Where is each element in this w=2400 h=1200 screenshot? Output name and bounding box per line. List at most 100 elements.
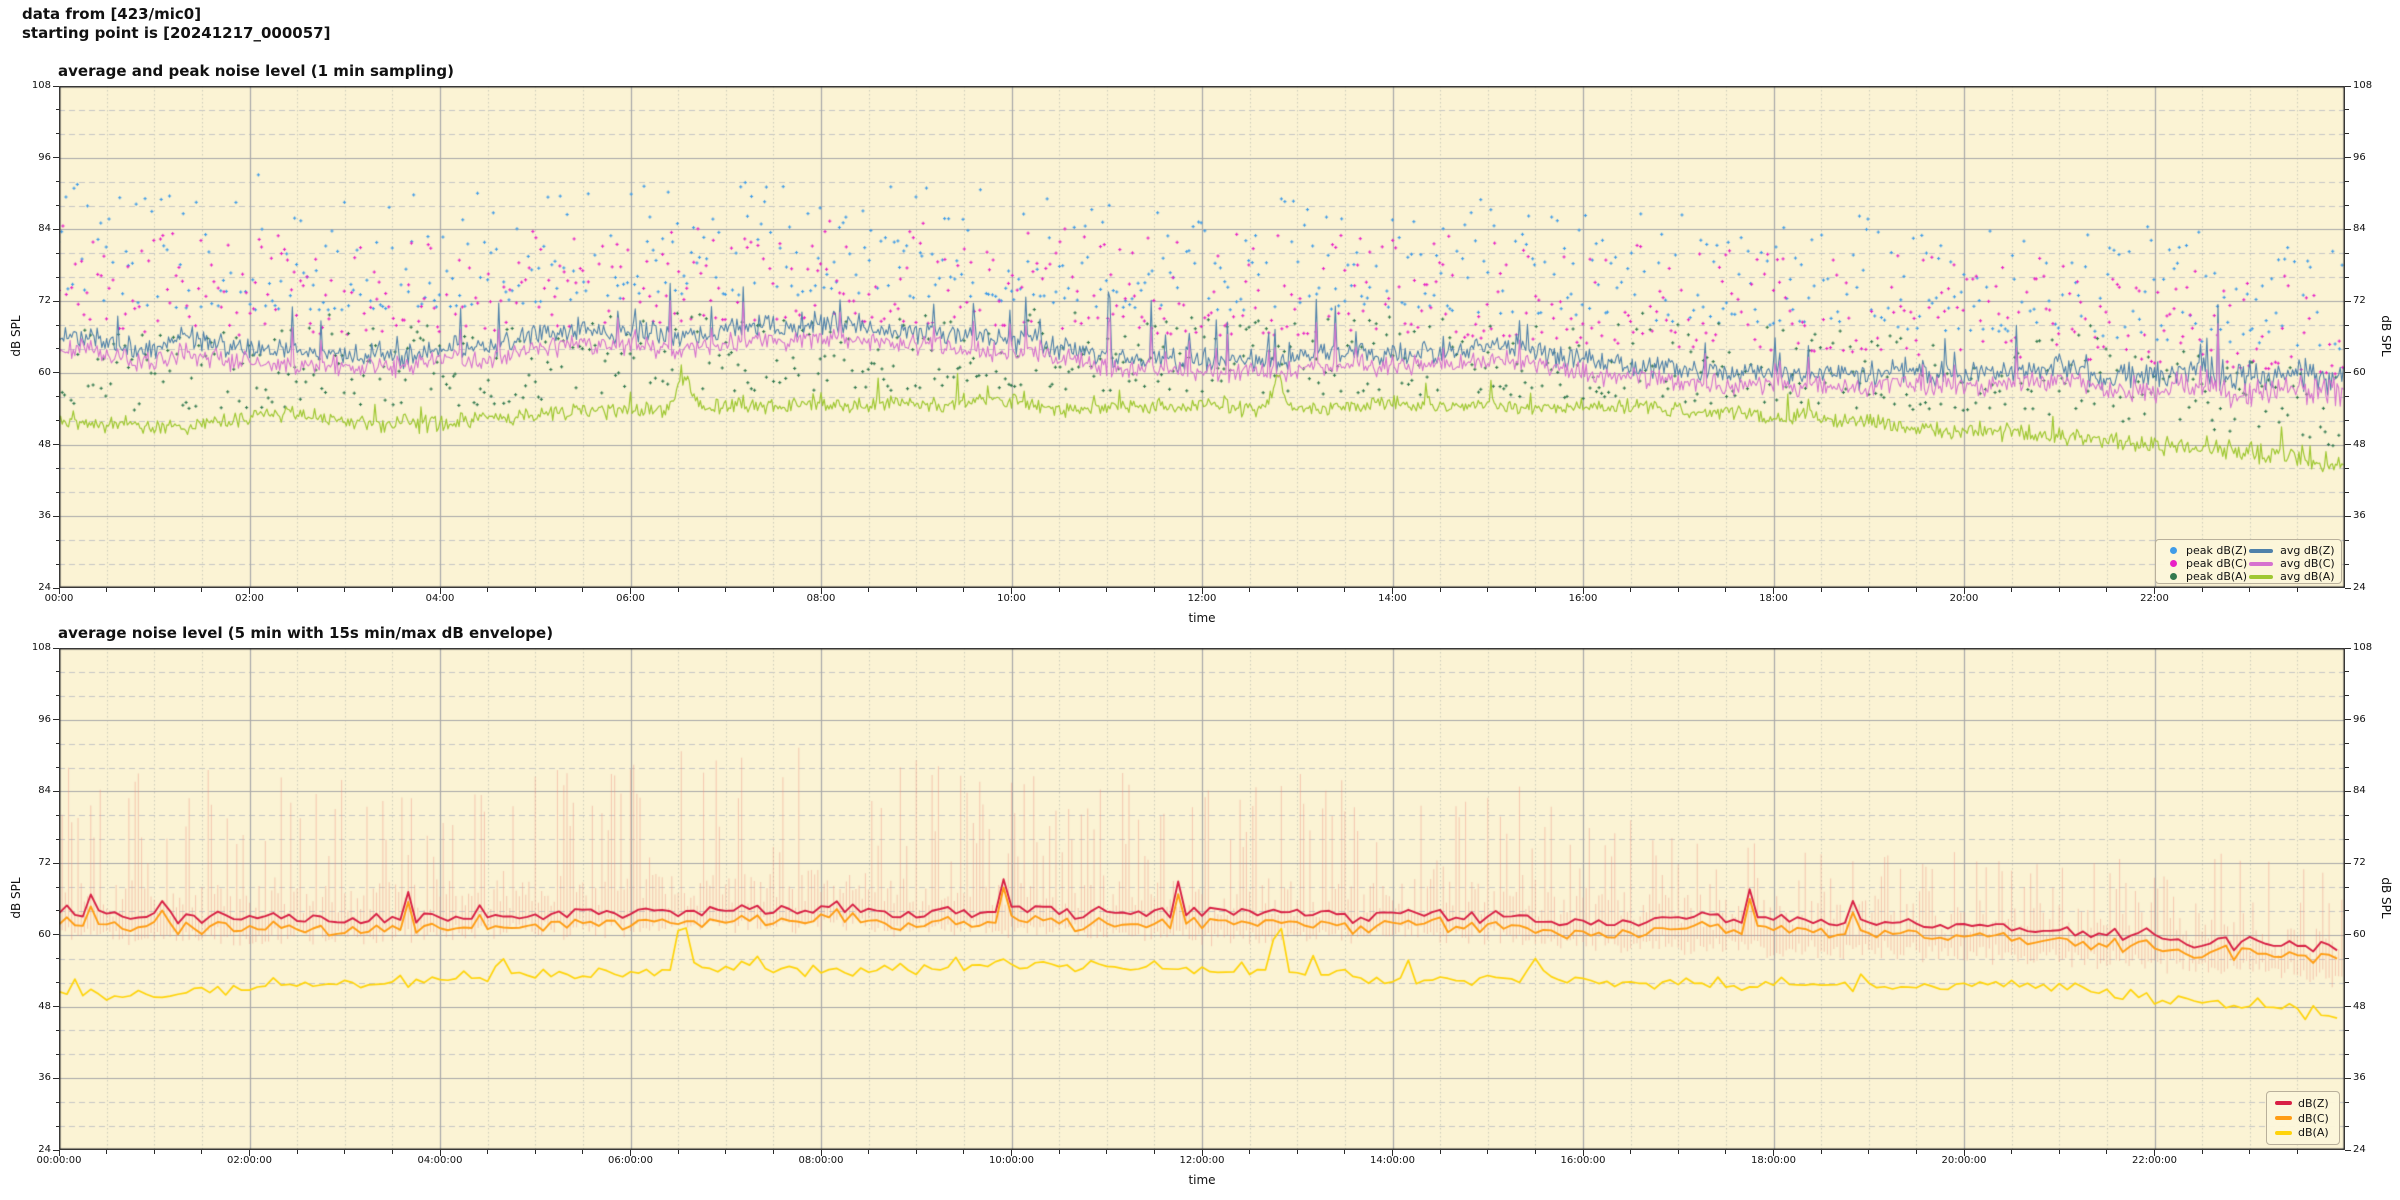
y-minor-tick-mark [2345, 767, 2349, 769]
y-minor-tick-mark [2345, 396, 2349, 398]
x-minor-tick-mark [201, 1150, 203, 1154]
bottom-chart-canvas [59, 648, 2345, 1150]
x-tick-mark [58, 588, 60, 594]
top-chart-canvas [59, 86, 2345, 588]
y-minor-tick-mark [2345, 671, 2349, 673]
x-tick-label: 18:00 [1759, 593, 1788, 604]
x-minor-tick-mark [582, 588, 584, 592]
x-tick-label: 14:00 [1378, 593, 1407, 604]
x-minor-tick-mark [344, 588, 346, 592]
y-tick-label: 96 [38, 713, 51, 725]
y-tick-mark [2345, 1077, 2351, 1079]
y-minor-tick-mark [2345, 910, 2349, 912]
y-tick-mark [2345, 587, 2351, 589]
x-tick-label: 22:00 [2140, 593, 2169, 604]
y-tick-mark [53, 1077, 59, 1079]
bottom-legend-column: dB(Z) dB(C) dB(A) [2274, 1096, 2329, 1140]
y-tick-label: 48 [38, 438, 51, 450]
x-minor-tick-mark [1534, 1150, 1536, 1154]
x-tick-mark [439, 1150, 441, 1156]
x-minor-tick-mark [725, 1150, 727, 1154]
x-minor-tick-mark [1153, 1150, 1155, 1154]
y-minor-tick-mark [2345, 838, 2349, 840]
x-tick-label: 18:00:00 [1751, 1155, 1796, 1166]
y-minor-tick-mark [2345, 348, 2349, 350]
y-tick-label: 84 [38, 785, 51, 797]
x-minor-tick-mark [1534, 588, 1536, 592]
x-minor-tick-mark [2201, 1150, 2203, 1154]
x-tick-mark [820, 588, 822, 594]
y-tick-mark [53, 934, 59, 936]
y-minor-tick-mark [55, 767, 59, 769]
x-minor-tick-mark [677, 588, 679, 592]
y-minor-tick-mark [55, 324, 59, 326]
y-minor-tick-mark [55, 695, 59, 697]
x-tick-mark [1773, 1150, 1774, 1156]
x-minor-tick-mark [1106, 588, 1108, 592]
x-tick-mark [630, 588, 631, 594]
y-tick-mark [53, 85, 59, 87]
y-minor-tick-mark [2345, 563, 2349, 565]
y-tick-mark [53, 300, 59, 302]
y-tick-label: 108 [31, 642, 51, 653]
x-minor-tick-mark [2296, 1150, 2298, 1154]
dba-line-icon [2275, 1130, 2292, 1135]
y-tick-label: 36 [38, 510, 51, 522]
bottom-chart-legend: dB(Z) dB(C) dB(A) [2266, 1091, 2340, 1145]
y-minor-tick-mark [2345, 886, 2349, 888]
y-tick-mark [53, 1149, 59, 1151]
y-minor-tick-mark [2345, 695, 2349, 697]
figure-header: data from [423/mic0] starting point is [… [22, 5, 330, 43]
x-minor-tick-mark [1439, 1150, 1441, 1154]
legend-label: peak dB(C) [2186, 557, 2248, 570]
y-tick-mark [53, 587, 59, 589]
legend-item-peak-dba: peak dB(A) [2163, 570, 2247, 583]
x-tick-label: 14:00:00 [1370, 1155, 1415, 1166]
x-tick-label: 02:00:00 [227, 1155, 272, 1166]
y-minor-tick-mark [2345, 252, 2349, 254]
y-tick-label: 84 [38, 223, 51, 235]
y-minor-tick-mark [55, 886, 59, 888]
y-minor-tick-mark [2345, 1101, 2349, 1103]
y-tick-mark [53, 372, 59, 374]
header-line-1: data from [423/mic0] [22, 5, 202, 23]
x-minor-tick-mark [487, 1150, 489, 1154]
y-minor-tick-mark [55, 133, 59, 135]
y-minor-tick-mark [2345, 420, 2349, 422]
x-minor-tick-mark [1725, 1150, 1727, 1154]
top-chart-xlabel: time [1188, 611, 1216, 625]
x-tick-mark [1392, 1150, 1393, 1156]
y-minor-tick-mark [55, 491, 59, 493]
y-tick-label: 60 [38, 928, 51, 940]
y-minor-tick-mark [2345, 109, 2349, 111]
x-minor-tick-mark [2011, 588, 2013, 592]
x-tick-label: 00:00:00 [36, 1155, 82, 1166]
legend-label: peak dB(A) [2186, 570, 2247, 583]
legend-label: peak dB(Z) [2186, 544, 2248, 557]
peak-dba-marker-icon [2170, 573, 2177, 580]
legend-label: dB(Z) [2298, 1096, 2329, 1110]
y-tick-mark [53, 719, 59, 721]
x-minor-tick-mark [1868, 588, 1870, 592]
x-minor-tick-mark [2249, 588, 2251, 592]
top-legend-peak-column: peak dB(Z) peak dB(C) peak dB(A) [2163, 544, 2248, 583]
x-tick-label: 04:00:00 [417, 1155, 463, 1166]
x-minor-tick-mark [1868, 1150, 1870, 1154]
y-minor-tick-mark [55, 539, 59, 541]
y-tick-label: 72 [2353, 857, 2366, 869]
y-minor-tick-mark [2345, 814, 2349, 816]
x-minor-tick-mark [1725, 588, 1727, 592]
x-tick-mark [2154, 588, 2155, 594]
x-minor-tick-mark [296, 1150, 298, 1154]
legend-item-avg-dba: avg dB(A) [2247, 570, 2335, 583]
y-tick-label: 108 [2353, 80, 2373, 91]
y-minor-tick-mark [55, 109, 59, 111]
x-tick-mark [249, 1150, 250, 1156]
y-tick-mark [2345, 934, 2351, 936]
y-tick-mark [53, 862, 59, 864]
x-tick-label: 16:00:00 [1560, 1155, 1606, 1166]
top-chart-title: average and peak noise level (1 min samp… [58, 62, 454, 80]
y-tick-mark [2345, 515, 2351, 517]
legend-label: avg dB(A) [2280, 570, 2335, 583]
x-tick-label: 06:00:00 [608, 1155, 653, 1166]
